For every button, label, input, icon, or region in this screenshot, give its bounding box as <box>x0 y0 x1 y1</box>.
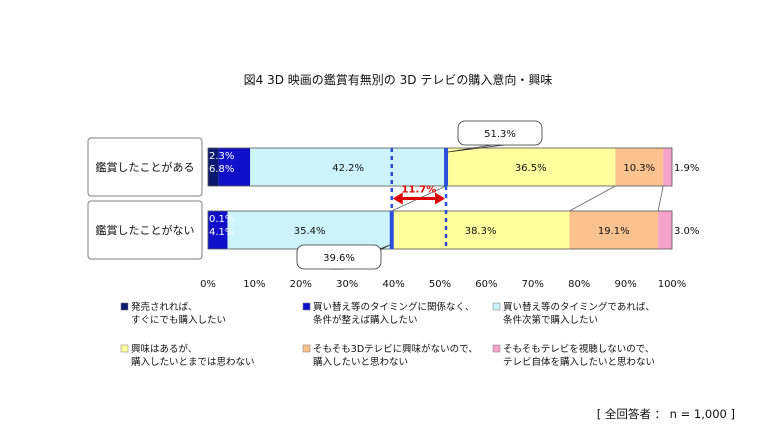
callouts: 11.7% 51.3% 39.6% <box>296 120 664 270</box>
data-label: 36.5% <box>515 163 547 174</box>
legend-label: 購入したいとまでは思わない <box>131 356 255 368</box>
callout-box <box>296 244 382 270</box>
bar-segment <box>391 211 570 249</box>
legend-label: そもそもテレビを視聴しないので、 <box>503 343 654 355</box>
category-box <box>87 137 203 197</box>
bar-segment <box>208 148 219 186</box>
x-axis: 0% 10% 20% 30% 40% 50% 60% 70% 80% 90% 100% <box>200 279 686 290</box>
bar-outline <box>207 210 673 250</box>
category-box <box>87 200 203 260</box>
callout-box <box>457 120 543 146</box>
x-tick-label: 80% <box>568 279 590 290</box>
top-callout: 51.3% <box>447 120 543 153</box>
bar-segment <box>208 211 228 249</box>
data-label: 2.3% <box>209 151 234 162</box>
data-label: 35.4% <box>294 226 326 237</box>
legend-label: テレビ自体を購入したいと思わない <box>503 356 655 368</box>
legend-swatch <box>302 302 311 311</box>
difference-label: 11.7% <box>402 185 437 196</box>
connector-line <box>569 185 616 212</box>
x-tick-label: 70% <box>522 279 544 290</box>
bar-segment <box>218 148 251 186</box>
legend-swatch <box>120 302 129 311</box>
x-tick-label: 60% <box>475 279 497 290</box>
bar-segment <box>615 148 664 186</box>
legend-swatch <box>492 302 501 311</box>
legend-swatch <box>492 344 501 353</box>
data-label: 42.2% <box>332 163 364 174</box>
data-label: 4.1% <box>209 227 234 238</box>
callout-label: 51.3% <box>484 129 516 140</box>
legend-label: 条件次第で購入したい <box>503 314 598 326</box>
data-label: 0.1% <box>209 214 234 225</box>
x-tick-label: 30% <box>336 279 358 290</box>
bar-segment <box>569 211 659 249</box>
legend-label: 発売されれば、 <box>131 301 198 313</box>
data-label: 3.0% <box>674 226 699 237</box>
data-label: 19.1% <box>598 226 630 237</box>
x-tick-label: 40% <box>382 279 404 290</box>
x-tick-label: 20% <box>290 279 312 290</box>
x-tick-label: 50% <box>429 279 451 290</box>
bar-segment <box>227 211 392 249</box>
difference-arrow-left-head <box>392 192 403 205</box>
x-tick-label: 100% <box>658 279 687 290</box>
data-label: 1.9% <box>674 163 699 174</box>
legend-label: すぐにでも購入したい <box>131 314 226 326</box>
legend-swatch <box>302 344 311 353</box>
data-label: 38.3% <box>465 226 497 237</box>
data-label: 10.3% <box>623 163 655 174</box>
legend-label: 買い替え等のタイミングであれば、 <box>503 301 655 313</box>
difference-arrow-right-head <box>435 192 446 205</box>
legend-label: 買い替え等のタイミングに関係なく、 <box>313 301 475 313</box>
legend: 発売されれば、すぐにでも購入したい 買い替え等のタイミングに関係なく、条件が整えば… <box>120 301 655 368</box>
x-tick-label: 90% <box>614 279 636 290</box>
stacked-bars: 2.3% 0.1% 6.8% 4.1% 42.2% 35.4% 36.5% 38.3% 10.3… <box>207 147 699 250</box>
callout-label: 39.6% <box>323 253 355 264</box>
bar-segment <box>663 148 672 186</box>
x-tick-label: 0% <box>200 279 216 290</box>
legend-label: 条件が整えば購入したい <box>313 314 418 326</box>
data-label: 6.8% <box>209 164 234 175</box>
legend-label: そもそも3Dテレビに興味がないので、 <box>313 343 478 355</box>
connector-line <box>657 185 664 212</box>
bar-segment <box>446 148 616 186</box>
legend-label: 購入したいと思わない <box>313 356 408 368</box>
bar-outline <box>207 147 673 187</box>
x-tick-label: 10% <box>243 279 265 290</box>
bar-segment <box>250 148 447 186</box>
bar-segment <box>658 211 672 249</box>
category-label: 鑑賞したことがない <box>96 223 195 237</box>
legend-label: 興味はあるが、 <box>131 343 197 355</box>
chart-title: 図4 3D 映画の鑑賞有無別の 3D テレビの購入意向・興味 <box>244 72 553 87</box>
footnote: [ 全回答者 ： n = 1,000 ] <box>597 407 735 421</box>
category-label: 鑑賞したことがある <box>96 160 195 174</box>
legend-swatch <box>120 344 129 353</box>
bottom-callout: 39.6% <box>296 244 390 270</box>
